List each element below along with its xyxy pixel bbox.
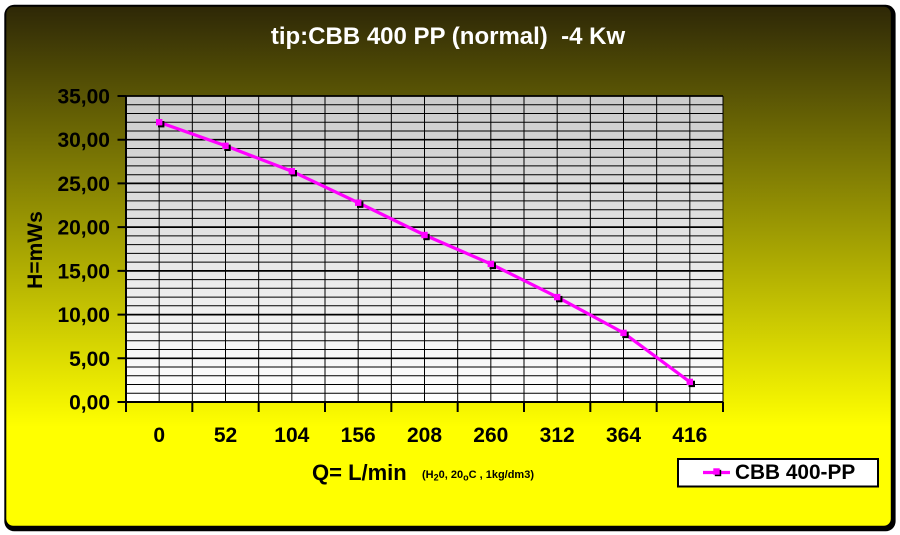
svg-text:tip:CBB 400 PP (normal) -4 Kw: tip:CBB 400 PP (normal) -4 Kw xyxy=(271,23,626,50)
svg-text:0: 0 xyxy=(153,424,165,447)
svg-text:25,00: 25,00 xyxy=(57,173,110,196)
svg-text:312: 312 xyxy=(540,424,575,447)
svg-text:H=mWs: H=mWs xyxy=(24,211,47,289)
svg-text:0,00: 0,00 xyxy=(69,392,110,415)
svg-text:20,00: 20,00 xyxy=(57,217,110,240)
svg-text:35,00: 35,00 xyxy=(57,86,110,109)
svg-text:(H20, 20oC , 1kg/dm3): (H20, 20oC , 1kg/dm3) xyxy=(422,469,534,483)
svg-text:Q= L/min: Q= L/min xyxy=(312,460,407,485)
svg-text:260: 260 xyxy=(473,424,508,447)
svg-text:30,00: 30,00 xyxy=(57,129,110,152)
svg-text:10,00: 10,00 xyxy=(57,304,110,327)
svg-text:52: 52 xyxy=(214,424,237,447)
svg-text:156: 156 xyxy=(341,424,376,447)
svg-text:15,00: 15,00 xyxy=(57,260,110,283)
svg-text:104: 104 xyxy=(274,424,309,447)
svg-text:364: 364 xyxy=(606,424,641,447)
svg-text:CBB 400-PP: CBB 400-PP xyxy=(735,461,855,484)
svg-text:208: 208 xyxy=(407,424,442,447)
svg-text:5,00: 5,00 xyxy=(69,348,110,371)
svg-text:416: 416 xyxy=(672,424,707,447)
